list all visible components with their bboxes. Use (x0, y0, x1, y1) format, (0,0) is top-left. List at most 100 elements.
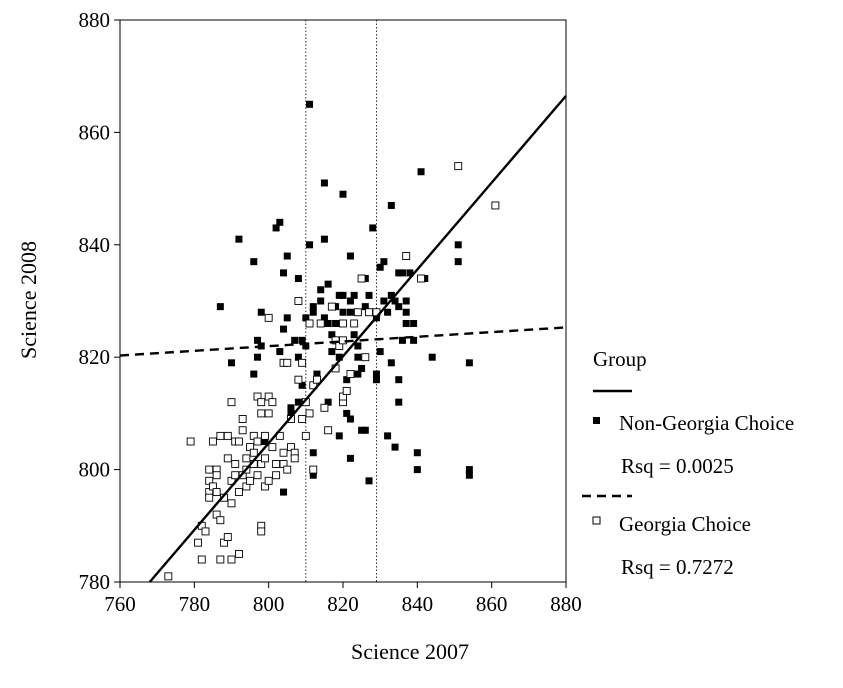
x-axis-label: Science 2007 (351, 639, 469, 664)
point-non-georgia (361, 426, 369, 434)
point-non-georgia (309, 303, 317, 311)
point-non-georgia (384, 432, 392, 440)
point-georgia (309, 465, 318, 474)
point-georgia (261, 454, 269, 463)
point-georgia (417, 274, 425, 283)
data-points (164, 100, 500, 581)
point-non-georgia (276, 218, 284, 226)
point-non-georgia (298, 336, 306, 344)
point-georgia (257, 527, 266, 536)
point-non-georgia (283, 252, 291, 260)
point-non-georgia (417, 168, 425, 176)
point-non-georgia (328, 348, 336, 356)
point-georgia (205, 465, 214, 474)
point-non-georgia (335, 432, 343, 440)
point-georgia (194, 538, 203, 547)
point-non-georgia (369, 224, 377, 232)
point-georgia (298, 415, 307, 423)
x-tick-label: 800 (253, 592, 285, 616)
point-non-georgia (298, 381, 306, 389)
point-georgia (238, 415, 247, 423)
point-non-georgia (320, 314, 328, 322)
point-non-georgia (395, 398, 403, 406)
point-georgia (234, 549, 243, 558)
point-non-georgia (309, 471, 317, 479)
point-non-georgia (346, 252, 354, 260)
point-non-georgia (387, 201, 395, 209)
point-georgia (305, 319, 314, 328)
point-non-georgia (291, 336, 299, 344)
point-non-georgia (343, 376, 351, 384)
point-non-georgia (391, 297, 399, 305)
point-non-georgia (395, 303, 403, 311)
point-non-georgia (380, 297, 388, 305)
point-georgia (238, 426, 247, 435)
point-non-georgia (395, 376, 403, 384)
point-georgia (353, 308, 362, 317)
point-georgia (216, 431, 225, 440)
point-non-georgia (465, 466, 473, 474)
point-non-georgia (410, 336, 418, 344)
point-non-georgia (339, 291, 347, 299)
point-georgia (350, 319, 359, 328)
point-non-georgia (309, 449, 317, 457)
point-georgia (234, 488, 243, 497)
point-non-georgia (324, 280, 332, 288)
point-non-georgia (328, 331, 336, 339)
point-georgia (164, 572, 173, 581)
point-non-georgia (309, 308, 317, 316)
point-georgia (205, 493, 214, 502)
point-non-georgia (398, 269, 406, 277)
fit-line-georgia (148, 95, 567, 583)
point-non-georgia (365, 291, 373, 299)
point-non-georgia (410, 319, 418, 327)
point-non-georgia (261, 438, 269, 445)
legend-marker-filled (593, 417, 600, 424)
point-non-georgia (335, 291, 343, 299)
point-non-georgia (413, 449, 421, 457)
point-non-georgia (250, 370, 258, 378)
point-non-georgia (332, 319, 340, 327)
y-tick-label: 860 (79, 120, 111, 144)
x-tick-label: 880 (550, 592, 582, 616)
point-non-georgia (254, 336, 262, 344)
x-tick-label: 780 (179, 592, 211, 616)
y-tick-label: 800 (79, 458, 111, 482)
point-non-georgia (272, 224, 280, 232)
point-non-georgia (346, 308, 354, 316)
point-georgia (283, 465, 292, 474)
point-non-georgia (294, 398, 302, 406)
point-georgia (257, 398, 266, 407)
point-non-georgia (402, 308, 410, 316)
point-non-georgia (283, 314, 291, 322)
point-georgia (264, 476, 273, 485)
point-georgia (294, 297, 303, 305)
point-non-georgia (358, 364, 366, 372)
point-georgia (242, 454, 251, 463)
point-georgia (339, 319, 347, 328)
x-tick-label: 860 (476, 592, 508, 616)
point-non-georgia (313, 370, 321, 378)
point-non-georgia (343, 409, 351, 417)
point-georgia (223, 533, 232, 541)
point-non-georgia (365, 477, 373, 485)
point-non-georgia (384, 308, 392, 316)
point-non-georgia (454, 241, 462, 249)
point-georgia (257, 409, 266, 418)
point-georgia (290, 454, 299, 463)
point-georgia (268, 398, 277, 407)
point-non-georgia (465, 359, 473, 367)
point-non-georgia (354, 342, 362, 350)
point-georgia (208, 437, 217, 446)
point-non-georgia (406, 269, 414, 277)
point-georgia (342, 386, 351, 395)
point-non-georgia (254, 353, 262, 361)
point-non-georgia (391, 443, 399, 451)
point-non-georgia (361, 303, 369, 311)
x-tick-label: 760 (104, 592, 136, 616)
point-non-georgia (339, 190, 347, 198)
point-non-georgia (228, 359, 235, 367)
point-georgia (272, 460, 281, 468)
point-georgia (313, 375, 321, 384)
point-non-georgia (324, 319, 332, 327)
